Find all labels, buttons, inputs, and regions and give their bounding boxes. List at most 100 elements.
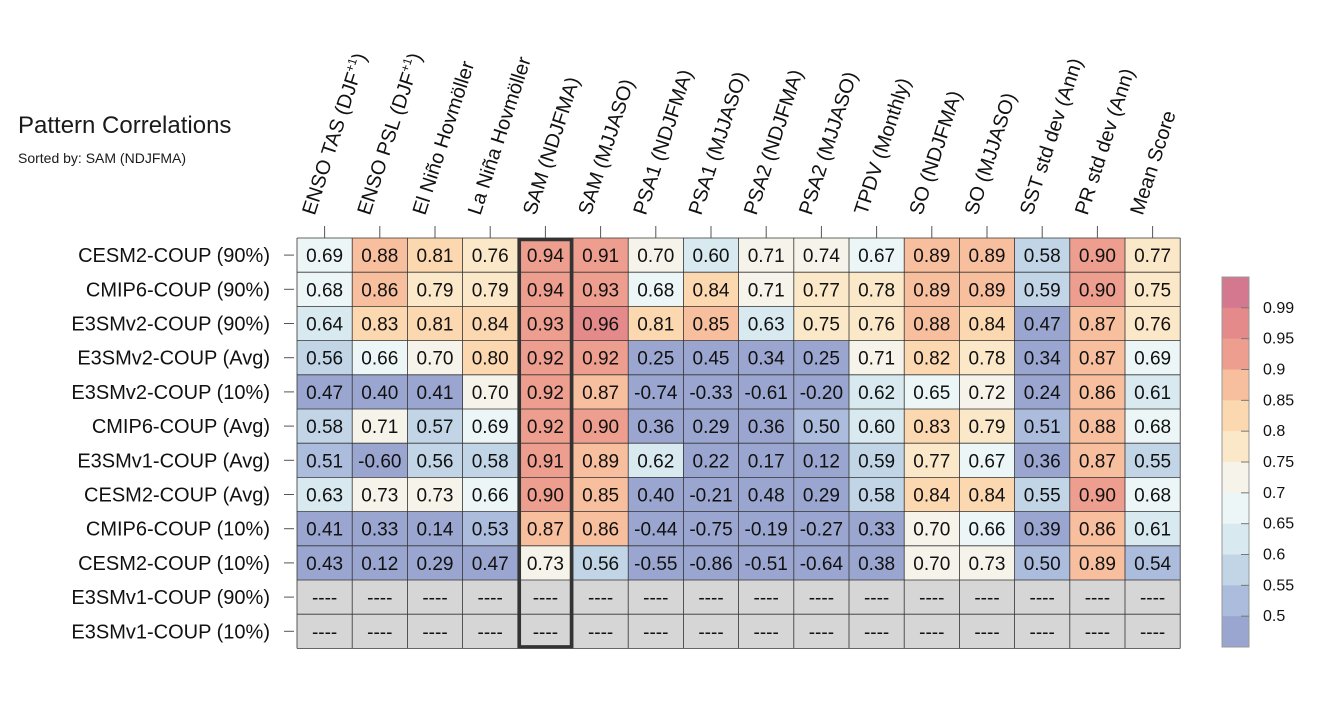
cell-value: 0.89	[582, 451, 619, 472]
cell-value: 0.75	[1134, 280, 1171, 301]
cell-value: 0.40	[361, 383, 398, 404]
cell-value: ----	[1140, 622, 1165, 643]
cell-value: 0.61	[1134, 383, 1171, 404]
cell-value: 0.81	[417, 315, 454, 336]
heatmap-cell	[517, 306, 573, 341]
cell-value: 0.36	[1024, 451, 1061, 472]
colorbar-label: 0.75	[1263, 454, 1294, 471]
heatmap-cell	[407, 272, 463, 307]
cell-value: 0.43	[306, 554, 343, 575]
cell-value: 0.25	[637, 349, 674, 370]
heatmap-cell	[959, 409, 1015, 444]
cell-value: 0.29	[417, 554, 454, 575]
cell-value: 0.92	[527, 417, 564, 438]
cell-value: 0.71	[361, 417, 398, 438]
heatmap-cell	[1125, 306, 1181, 341]
cell-value: ----	[422, 622, 447, 643]
cell-value: ----	[974, 622, 999, 643]
colorbar-label: 0.6	[1263, 547, 1285, 564]
column-label: PSA1 (MJJASO)	[685, 69, 752, 217]
heatmap-cell	[352, 580, 408, 615]
cell-value: ----	[1085, 588, 1110, 609]
cell-value: ----	[1085, 622, 1110, 643]
cell-value: 0.75	[803, 315, 840, 336]
row-label: E3SMv1-COUP (90%)	[71, 587, 270, 609]
heatmap-cell	[517, 443, 573, 478]
cell-value: 0.69	[306, 246, 343, 267]
cell-value: 0.77	[913, 451, 950, 472]
cell-value: 0.39	[1024, 520, 1061, 541]
heatmap-cell	[738, 409, 794, 444]
heatmap-cell	[959, 580, 1015, 615]
cell-value: 0.84	[913, 486, 950, 507]
cell-value: 0.29	[803, 486, 840, 507]
cell-value: ----	[754, 588, 779, 609]
heatmap-cell	[573, 511, 629, 546]
heatmap-cell	[628, 272, 684, 307]
heatmap-cell	[959, 477, 1015, 512]
cell-value: 0.92	[527, 383, 564, 404]
row-label: E3SMv2-COUP (Avg)	[77, 348, 270, 370]
heatmap-cell	[959, 272, 1015, 307]
colorbar-swatch	[1222, 431, 1249, 463]
heatmap-cell	[683, 340, 739, 375]
cell-value: 0.64	[306, 315, 343, 336]
colorbar-swatch	[1222, 523, 1249, 555]
heatmap-cell	[849, 409, 905, 444]
column-label: PSA2 (MJJASO)	[795, 69, 862, 217]
cell-value: 0.89	[1079, 554, 1116, 575]
cell-value: -0.19	[745, 520, 788, 541]
cell-value: 0.50	[803, 417, 840, 438]
heatmap-cell	[462, 477, 518, 512]
heatmap-cell	[683, 443, 739, 478]
heatmap-cell	[1069, 272, 1125, 307]
cell-value: -0.60	[358, 451, 401, 472]
cell-value: 0.12	[803, 451, 840, 472]
cell-value: 0.84	[969, 315, 1006, 336]
heatmap-cell	[738, 340, 794, 375]
cell-value: 0.38	[858, 554, 895, 575]
column-label: SO (MJJASO)	[961, 90, 1021, 217]
heatmap-cell	[462, 374, 518, 409]
cell-value: 0.93	[582, 280, 619, 301]
row-label: CMIP6-COUP (10%)	[86, 519, 270, 541]
heatmap-cell	[1014, 511, 1070, 546]
cell-value: 0.87	[1079, 315, 1116, 336]
heatmap-cell	[628, 409, 684, 444]
heatmap-cell	[1069, 511, 1125, 546]
heatmap-cell	[297, 614, 353, 649]
heatmap-cell	[407, 477, 463, 512]
heatmap-cell	[1014, 443, 1070, 478]
heatmap-cell	[1014, 477, 1070, 512]
heatmap-cell	[628, 306, 684, 341]
heatmap-cell	[573, 306, 629, 341]
heatmap-cell	[738, 511, 794, 546]
heatmap-cell	[959, 545, 1015, 580]
colorbar-label: 0.9	[1263, 362, 1285, 379]
cell-value: ----	[1140, 588, 1165, 609]
heatmap-cell	[738, 272, 794, 307]
cell-value: -0.75	[689, 520, 732, 541]
cell-value: 0.25	[803, 349, 840, 370]
heatmap-cell	[738, 306, 794, 341]
cell-value: -0.86	[689, 554, 732, 575]
heatmap-cell	[1069, 614, 1125, 649]
cell-value: 0.62	[858, 383, 895, 404]
heatmap-cell	[683, 545, 739, 580]
heatmap-cell	[628, 477, 684, 512]
heatmap-cell	[407, 511, 463, 546]
heatmap-cell	[628, 238, 684, 273]
cell-value: ----	[422, 588, 447, 609]
cell-value: 0.92	[582, 349, 619, 370]
heatmap-cell	[959, 443, 1015, 478]
cell-value: 0.33	[361, 520, 398, 541]
cell-value: 0.90	[1079, 280, 1116, 301]
heatmap-cell	[738, 614, 794, 649]
cell-value: ----	[478, 588, 503, 609]
heatmap-cell	[793, 545, 849, 580]
cell-value: 0.48	[748, 486, 785, 507]
heatmap-cell	[683, 306, 739, 341]
cell-value: ----	[809, 622, 834, 643]
cell-value: ----	[864, 622, 889, 643]
heatmap-cell	[1125, 409, 1181, 444]
